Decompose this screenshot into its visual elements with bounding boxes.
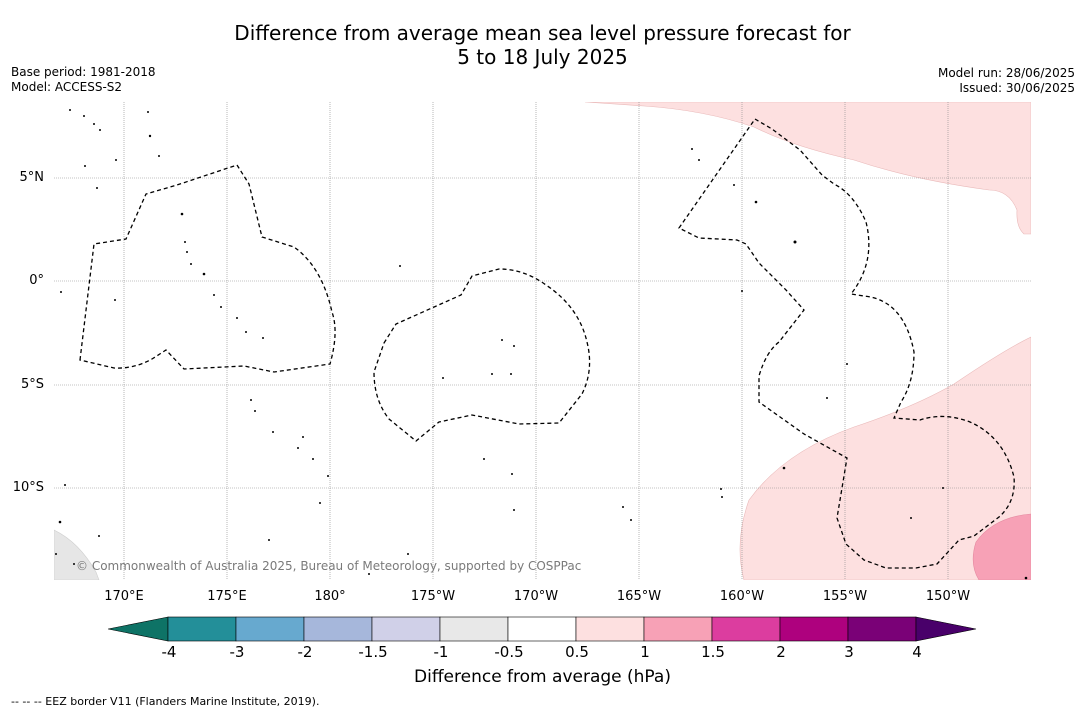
anomaly-region-southeast (739, 336, 1031, 580)
colorbar-segment (643, 616, 713, 642)
lat-label-5s: 5°S (20, 377, 44, 392)
lon-label-170w: 170°W (513, 589, 559, 604)
copyright-text: © Commonwealth of Australia 2025, Bureau… (76, 559, 582, 573)
eez-footnote: -- -- -- EEZ border V11 (Flanders Marine… (11, 695, 320, 708)
map-panel: © Commonwealth of Australia 2025, Bureau… (54, 102, 1031, 580)
colorbar-segment (575, 616, 645, 642)
map-title: Difference from average mean sea level p… (0, 21, 1085, 69)
colorbar-title: Difference from average (hPa) (414, 667, 671, 687)
colorbar-tick: 3 (844, 643, 854, 661)
lon-label-180: 180° (314, 589, 346, 604)
colorbar-tick: 0.5 (565, 643, 589, 661)
anomaly-region-northeast (584, 102, 1031, 235)
colorbar-segment (779, 616, 849, 642)
colorbar-segments (108, 616, 977, 642)
model-text: Model: ACCESS-S2 (11, 80, 123, 94)
colorbar-tick: 4 (912, 643, 922, 661)
colorbar-segment (235, 616, 305, 642)
colorbar-tick: -1.5 (358, 643, 388, 661)
lat-label-5n: 5°N (19, 170, 45, 185)
colorbar-arrow-low (108, 616, 169, 642)
lon-label-175e: 175°E (207, 589, 247, 604)
colorbar-arrow-high (915, 616, 977, 642)
colorbar-tick: -4 (161, 643, 177, 661)
map-title-line1: Difference from average mean sea level p… (234, 21, 851, 45)
lon-label-160w: 160°W (719, 589, 765, 604)
colorbar-tick: 1 (640, 643, 650, 661)
colorbar-tick: -2 (297, 643, 313, 661)
lon-label-170e: 170°E (104, 589, 144, 604)
eez-border-line-islands (678, 118, 1015, 569)
model-run-text: Model run: 28/06/2025 (937, 66, 1075, 80)
colorbar-segment (847, 616, 917, 642)
lon-label-165w: 165°W (616, 589, 662, 604)
colorbar-segment (167, 616, 237, 642)
colorbar-segment (507, 616, 577, 642)
map-title-line2: 5 to 18 July 2025 (457, 45, 628, 69)
lon-label-175w: 175°W (410, 589, 456, 604)
lon-label-150w: 150°W (925, 589, 971, 604)
colorbar-segment (711, 616, 781, 642)
issued-text: Issued: 30/06/2025 (959, 81, 1075, 95)
colorbar-tick: 2 (776, 643, 786, 661)
colorbar-segment (303, 616, 373, 642)
anomaly-region-negative (54, 529, 100, 580)
colorbar-segment (439, 616, 509, 642)
islands (55, 109, 1028, 580)
meta-left: Base period: 1981-2018 Model: ACCESS-S2 (11, 65, 156, 95)
lat-label-10s: 10°S (12, 480, 44, 495)
colorbar-tick: -1 (433, 643, 449, 661)
base-period-text: Base period: 1981-2018 (11, 65, 156, 79)
map-canvas (54, 102, 1031, 580)
colorbar-tick: -0.5 (494, 643, 524, 661)
lon-label-155w: 155°W (822, 589, 868, 604)
colorbar-segment (371, 616, 441, 642)
eez-border-tuvalu-kiribati-west (79, 164, 336, 373)
lat-label-0: 0° (29, 273, 44, 288)
colorbar-tick: -3 (229, 643, 245, 661)
colorbar (108, 616, 977, 642)
meta-right: Model run: 28/06/2025 Issued: 30/06/2025 (938, 66, 1075, 96)
map-gridlines (54, 102, 1031, 580)
anomaly-region-strong (972, 513, 1031, 580)
colorbar-tick: 1.5 (701, 643, 725, 661)
eez-border-phoenix (373, 268, 591, 442)
eez-borders (79, 118, 1015, 569)
